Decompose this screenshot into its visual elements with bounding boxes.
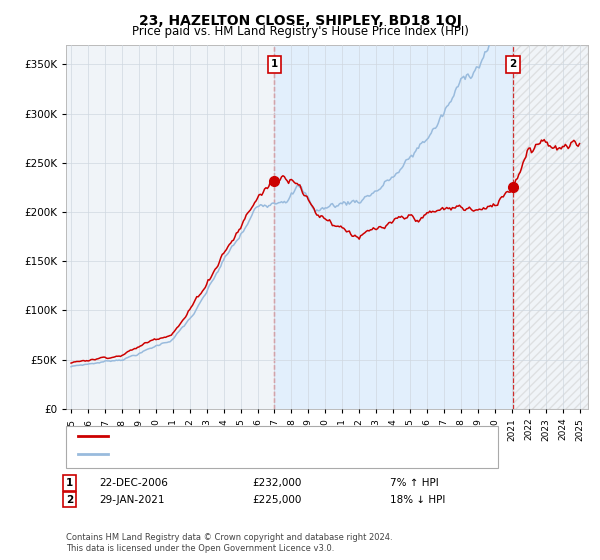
Text: 2: 2 (509, 59, 517, 69)
Text: 1: 1 (66, 478, 73, 488)
Text: 1: 1 (271, 59, 278, 69)
Text: Contains HM Land Registry data © Crown copyright and database right 2024.
This d: Contains HM Land Registry data © Crown c… (66, 533, 392, 553)
Text: £225,000: £225,000 (252, 494, 301, 505)
Text: 22-DEC-2006: 22-DEC-2006 (99, 478, 168, 488)
Text: HPI: Average price, detached house, Bradford: HPI: Average price, detached house, Brad… (117, 449, 355, 459)
Text: 7% ↑ HPI: 7% ↑ HPI (390, 478, 439, 488)
Text: 18% ↓ HPI: 18% ↓ HPI (390, 494, 445, 505)
Bar (513, 45, 588, 409)
Text: 23, HAZELTON CLOSE, SHIPLEY, BD18 1QJ: 23, HAZELTON CLOSE, SHIPLEY, BD18 1QJ (139, 14, 461, 28)
Text: £232,000: £232,000 (252, 478, 301, 488)
Text: 29-JAN-2021: 29-JAN-2021 (99, 494, 164, 505)
Text: 2: 2 (66, 494, 73, 505)
Text: Price paid vs. HM Land Registry's House Price Index (HPI): Price paid vs. HM Land Registry's House … (131, 25, 469, 38)
Bar (274, 45, 513, 409)
Text: 23, HAZELTON CLOSE, SHIPLEY, BD18 1QJ (detached house): 23, HAZELTON CLOSE, SHIPLEY, BD18 1QJ (d… (117, 431, 429, 441)
